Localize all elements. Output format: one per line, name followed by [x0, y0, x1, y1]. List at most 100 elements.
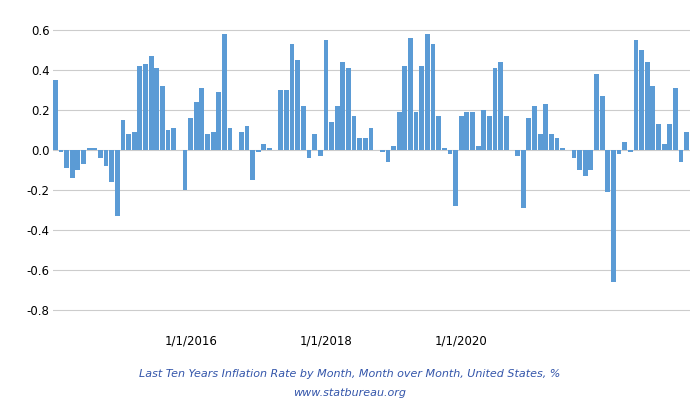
Bar	[549, 134, 554, 150]
Bar	[76, 150, 80, 170]
Bar	[188, 118, 193, 150]
Bar	[571, 150, 576, 158]
Bar	[194, 102, 199, 150]
Bar	[600, 96, 605, 150]
Bar	[554, 138, 559, 150]
Bar	[323, 40, 328, 150]
Bar	[458, 116, 463, 150]
Bar	[662, 144, 666, 150]
Bar	[402, 66, 407, 150]
Bar	[380, 150, 385, 152]
Bar	[59, 150, 64, 152]
Text: Last Ten Years Inflation Rate by Month, Month over Month, United States, %: Last Ten Years Inflation Rate by Month, …	[139, 369, 561, 379]
Bar	[357, 138, 362, 150]
Bar	[611, 150, 616, 282]
Bar	[222, 34, 227, 150]
Bar	[104, 150, 108, 166]
Bar	[408, 38, 413, 150]
Bar	[589, 150, 593, 170]
Bar	[504, 116, 509, 150]
Bar	[126, 134, 131, 150]
Bar	[532, 106, 537, 150]
Bar	[155, 68, 159, 150]
Bar	[476, 146, 480, 150]
Bar	[351, 116, 356, 150]
Bar	[419, 66, 424, 150]
Bar	[132, 132, 136, 150]
Bar	[521, 150, 526, 208]
Bar	[81, 150, 86, 164]
Bar	[414, 112, 419, 150]
Bar	[143, 64, 148, 150]
Bar	[606, 150, 610, 192]
Bar	[656, 124, 661, 150]
Bar	[87, 148, 92, 150]
Bar	[391, 146, 396, 150]
Bar	[538, 134, 542, 150]
Bar	[239, 132, 244, 150]
Bar	[397, 112, 402, 150]
Bar	[115, 150, 120, 216]
Bar	[216, 92, 221, 150]
Bar	[470, 112, 475, 150]
Bar	[149, 56, 153, 150]
Text: www.statbureau.org: www.statbureau.org	[293, 388, 407, 398]
Bar	[244, 126, 249, 150]
Bar	[685, 132, 689, 150]
Bar	[250, 150, 255, 180]
Bar	[464, 112, 469, 150]
Bar	[120, 120, 125, 150]
Bar	[363, 138, 368, 150]
Bar	[284, 90, 289, 150]
Bar	[53, 80, 57, 150]
Bar	[199, 88, 204, 150]
Bar	[137, 66, 142, 150]
Bar	[166, 130, 171, 150]
Bar	[578, 150, 582, 170]
Bar	[543, 104, 548, 150]
Bar	[318, 150, 323, 156]
Bar	[386, 150, 391, 162]
Bar	[667, 124, 672, 150]
Bar	[560, 148, 565, 150]
Bar	[622, 142, 627, 150]
Bar	[160, 86, 164, 150]
Bar	[290, 44, 295, 150]
Bar	[526, 118, 531, 150]
Bar	[228, 128, 232, 150]
Bar	[211, 132, 216, 150]
Bar	[262, 144, 266, 150]
Bar	[487, 116, 492, 150]
Bar	[425, 34, 430, 150]
Bar	[583, 150, 587, 176]
Bar	[109, 150, 114, 182]
Bar	[482, 110, 486, 150]
Bar	[307, 150, 312, 158]
Bar	[498, 62, 503, 150]
Bar	[64, 150, 69, 168]
Bar	[205, 134, 210, 150]
Bar	[447, 150, 452, 154]
Bar	[493, 68, 498, 150]
Bar	[301, 106, 306, 150]
Bar	[70, 150, 75, 178]
Bar	[645, 62, 650, 150]
Bar	[256, 150, 260, 152]
Bar	[650, 86, 655, 150]
Bar	[628, 150, 633, 152]
Bar	[515, 150, 520, 156]
Bar	[329, 122, 334, 150]
Bar	[453, 150, 458, 206]
Bar	[183, 150, 188, 190]
Bar	[335, 106, 339, 150]
Bar	[340, 62, 345, 150]
Bar	[295, 60, 300, 150]
Bar	[92, 148, 97, 150]
Bar	[634, 40, 638, 150]
Bar	[267, 148, 272, 150]
Bar	[617, 150, 622, 154]
Bar	[639, 50, 644, 150]
Bar	[436, 116, 441, 150]
Bar	[312, 134, 317, 150]
Bar	[98, 150, 103, 158]
